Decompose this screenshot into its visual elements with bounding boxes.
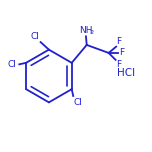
Text: F: F (117, 37, 122, 46)
Text: 2: 2 (89, 30, 93, 35)
Text: F: F (116, 60, 121, 69)
Text: Cl: Cl (31, 32, 40, 41)
Text: Cl: Cl (7, 60, 16, 69)
Text: HCl: HCl (117, 68, 135, 78)
Text: NH: NH (79, 26, 93, 35)
Text: F: F (119, 48, 124, 57)
Text: Cl: Cl (73, 98, 82, 107)
